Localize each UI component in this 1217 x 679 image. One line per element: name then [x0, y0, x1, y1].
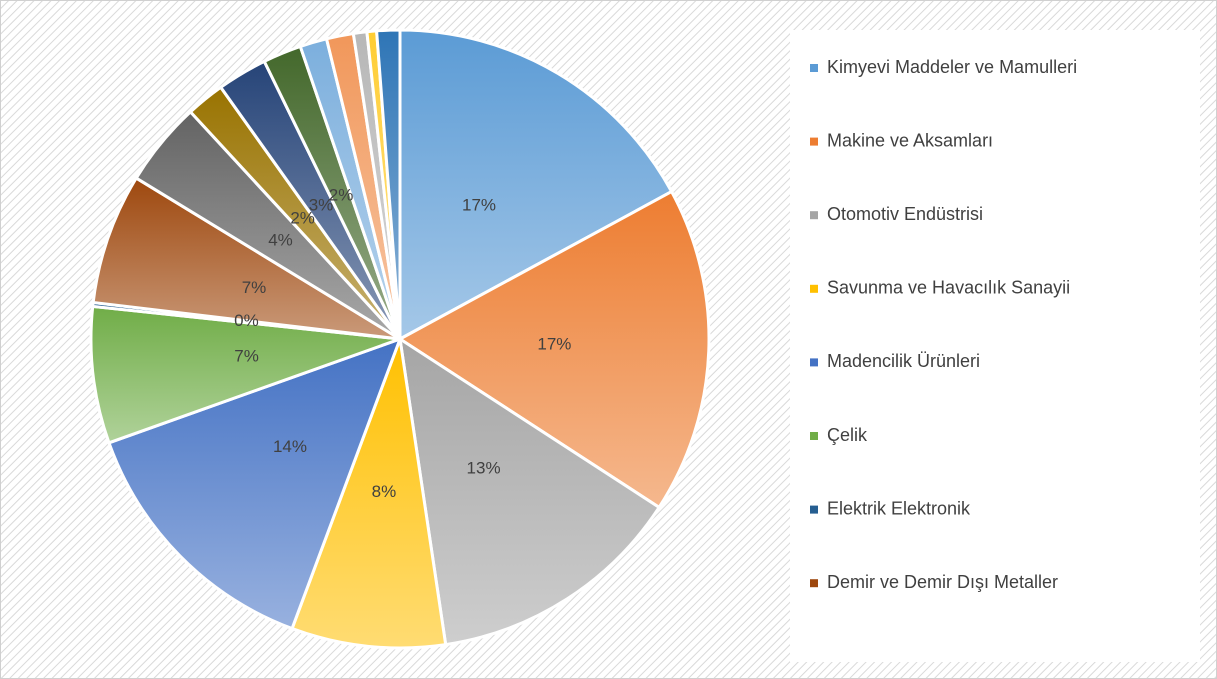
legend-label: Demir ve Demir Dışı Metaller: [827, 572, 1058, 592]
legend-label: Kimyevi Maddeler ve Mamulleri: [827, 57, 1077, 77]
pie-slice: [374, 28, 402, 340]
data-label: 7%: [242, 278, 267, 297]
legend-marker: [810, 432, 818, 440]
pie-slice: [397, 189, 711, 510]
legend-marker: [810, 579, 818, 588]
pie-slice: [398, 28, 674, 342]
legend-box: [790, 30, 1200, 662]
legend-marker: [810, 358, 818, 367]
data-label: 17%: [462, 196, 496, 215]
data-label: 0%: [234, 311, 259, 330]
data-label: 7%: [234, 347, 259, 366]
legend-label: Savunma ve Havacılık Sanayii: [827, 278, 1070, 298]
legend-label: Çelik: [827, 425, 868, 445]
data-label: 2%: [329, 186, 354, 205]
pie-slice: [290, 338, 448, 650]
pie-slice: [107, 336, 403, 631]
legend-label: Elektrik Elektronik: [827, 498, 971, 518]
legend-marker: [810, 284, 818, 293]
data-label: 14%: [273, 437, 307, 456]
data-label: 13%: [467, 458, 501, 477]
data-label: 3%: [309, 196, 334, 215]
legend-marker: [810, 505, 818, 514]
legend-label: Makine ve Aksamları: [827, 130, 993, 150]
pie-slice: [398, 335, 662, 647]
legend-marker: [810, 137, 818, 146]
legend-label: Otomotiv Endüstrisi: [827, 204, 983, 224]
legend-label: Madencilik Ürünleri: [827, 351, 980, 371]
data-label: 8%: [372, 482, 397, 501]
data-label: 2%: [290, 209, 315, 228]
data-label: 4%: [268, 231, 293, 250]
data-label: 17%: [537, 335, 571, 354]
pie-slice: [89, 304, 401, 445]
pie-slice: [91, 176, 401, 341]
legend-marker: [810, 64, 818, 72]
legend-marker: [810, 211, 818, 220]
